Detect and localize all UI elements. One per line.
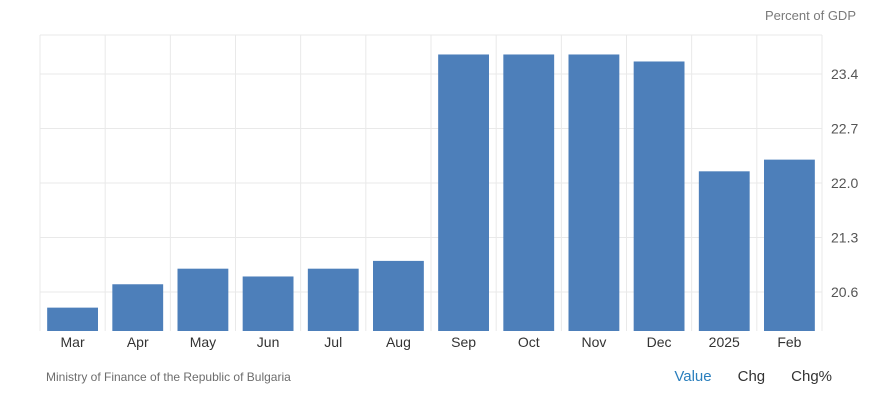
bar[interactable] — [242, 276, 294, 331]
bar[interactable] — [373, 260, 424, 331]
x-axis-labels: Mar Apr May Jun Jul Aug Sep Oct Nov Dec 2025 Feb — [61, 334, 802, 350]
bar-chart: Mar Apr May Jun Jul Aug Sep Oct Nov Dec 2025 Feb 20… — [39, 34, 858, 350]
tab-chg[interactable]: Chg — [737, 368, 766, 385]
bars — [47, 54, 815, 331]
x-tick-label: Sep — [451, 334, 476, 350]
y-tick-label: 23.4 — [831, 66, 858, 82]
x-tick-label: Aug — [386, 334, 411, 350]
bar[interactable] — [764, 159, 815, 331]
x-tick-label: Jul — [324, 334, 342, 350]
tab-value[interactable]: Value — [674, 368, 712, 385]
x-tick-label: Nov — [581, 334, 606, 350]
x-tick-label: May — [190, 334, 216, 350]
bar[interactable] — [307, 268, 359, 331]
x-tick-label: Apr — [127, 334, 149, 350]
y-tick-label: 22.0 — [831, 175, 858, 191]
y-tick-label: 21.3 — [831, 230, 858, 246]
bar[interactable] — [698, 171, 750, 331]
grid-lines — [39, 34, 823, 331]
x-tick-label: Oct — [518, 334, 540, 350]
bar[interactable] — [633, 61, 685, 331]
bar[interactable] — [177, 268, 229, 331]
y-axis-labels: 20.6 21.3 22.0 22.7 23.4 — [831, 66, 858, 300]
bar[interactable] — [112, 284, 164, 331]
bar[interactable] — [438, 54, 489, 331]
y-tick-label: 20.6 — [831, 284, 858, 300]
view-tabs: Value Chg Chg% — [674, 368, 832, 385]
x-tick-label: Dec — [647, 334, 672, 350]
y-tick-label: 22.7 — [831, 120, 858, 136]
unit-label: Percent of GDP — [764, 8, 856, 23]
x-tick-label: Jun — [257, 334, 280, 350]
x-tick-label: 2025 — [709, 334, 740, 350]
source-label: Ministry of Finance of the Republic of B… — [46, 370, 291, 384]
chart-footer: Ministry of Finance of the Republic of B… — [0, 360, 880, 400]
tab-chg-percent[interactable]: Chg% — [791, 368, 832, 385]
x-tick-label: Mar — [61, 334, 85, 350]
bar[interactable] — [568, 54, 620, 331]
x-tick-label: Feb — [777, 334, 801, 350]
bar[interactable] — [47, 307, 98, 331]
bar[interactable] — [503, 54, 555, 331]
